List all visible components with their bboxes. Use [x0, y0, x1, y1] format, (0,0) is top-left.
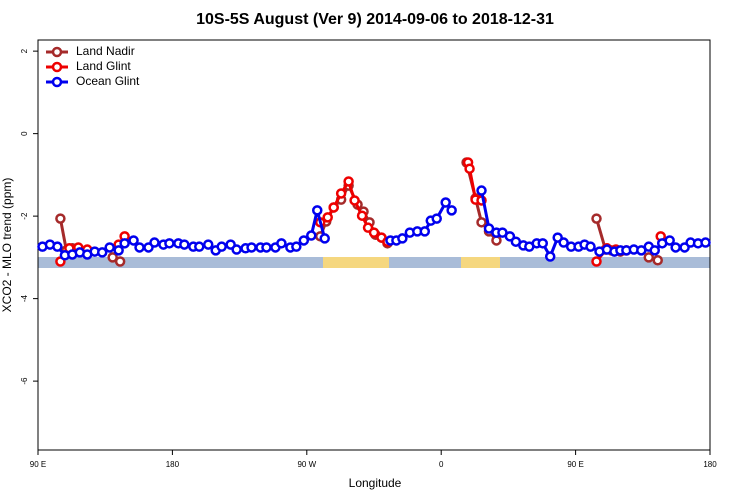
y-axis-label: XCO2 - MLO trend (ppm) [0, 178, 14, 313]
point [194, 241, 205, 252]
x-axis-label: Longitude [349, 476, 402, 490]
y-tick-label: -2 [20, 212, 29, 220]
point [261, 242, 272, 253]
point [149, 237, 160, 248]
point [652, 255, 663, 266]
point [246, 242, 257, 253]
point [343, 176, 354, 187]
point [335, 188, 347, 199]
x-tick-label: 180 [166, 460, 180, 469]
point [397, 233, 408, 244]
point [202, 239, 214, 250]
point [113, 245, 124, 256]
point [319, 233, 330, 244]
point [114, 256, 126, 267]
land-strip [323, 257, 389, 268]
point [179, 239, 190, 250]
point [306, 230, 317, 241]
point [349, 195, 360, 206]
point [119, 238, 130, 249]
point [55, 213, 66, 224]
point [322, 212, 333, 223]
point [104, 242, 115, 253]
point [585, 241, 596, 252]
y-tick-label: 0 [20, 131, 29, 136]
x-tick-label: 90 W [297, 460, 316, 469]
x-tick-label: 0 [439, 460, 444, 469]
point [700, 237, 711, 248]
point [164, 238, 175, 249]
point [591, 256, 602, 267]
point [440, 197, 451, 208]
point [544, 251, 556, 262]
point [134, 242, 145, 253]
point [52, 241, 63, 252]
point [446, 205, 457, 216]
x-tick-label: 90 E [30, 460, 46, 469]
point [128, 235, 139, 246]
point [464, 163, 475, 174]
legend-label: Land Glint [76, 59, 131, 73]
legend-label: Ocean Glint [76, 74, 140, 88]
point [431, 213, 442, 224]
point [368, 227, 380, 238]
point [216, 241, 227, 252]
point [558, 237, 569, 248]
legend-marker [51, 61, 63, 73]
point [328, 202, 339, 213]
chart-title: 10S-5S August (Ver 9) 2014-09-06 to 2018… [196, 11, 554, 28]
land-strip [461, 257, 500, 268]
point [298, 235, 310, 246]
surface-strip [38, 257, 710, 268]
point [419, 226, 431, 237]
y-tick-label: -6 [20, 377, 29, 385]
point [664, 235, 675, 246]
legend-marker [51, 76, 63, 88]
point [643, 252, 655, 263]
point [483, 223, 495, 234]
point [312, 205, 323, 216]
point [96, 247, 108, 258]
point [670, 242, 681, 253]
point [291, 241, 302, 252]
legend-label: Land Nadir [76, 44, 135, 58]
point [591, 213, 602, 224]
point [356, 210, 368, 221]
y-tick-label: 2 [20, 48, 29, 53]
y-tick-label: -4 [20, 295, 29, 303]
x-tick-label: 90 E [567, 460, 583, 469]
legend-marker [51, 46, 63, 58]
point [476, 185, 487, 196]
point [107, 252, 118, 263]
point [276, 238, 287, 249]
point [537, 238, 548, 249]
x-tick-label: 180 [703, 460, 717, 469]
point [231, 244, 242, 255]
point [476, 217, 487, 228]
point [649, 245, 660, 256]
